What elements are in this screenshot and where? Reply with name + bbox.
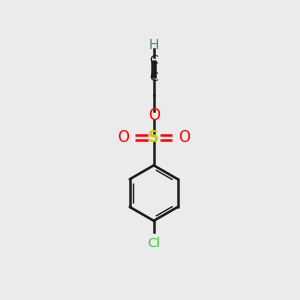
Text: O: O [118,130,130,145]
Text: O: O [148,108,160,123]
Text: Cl: Cl [147,236,160,250]
Text: S: S [148,130,159,145]
Text: H: H [148,38,159,52]
Text: C: C [149,54,158,67]
Text: C: C [149,71,158,84]
Text: O: O [178,130,190,145]
